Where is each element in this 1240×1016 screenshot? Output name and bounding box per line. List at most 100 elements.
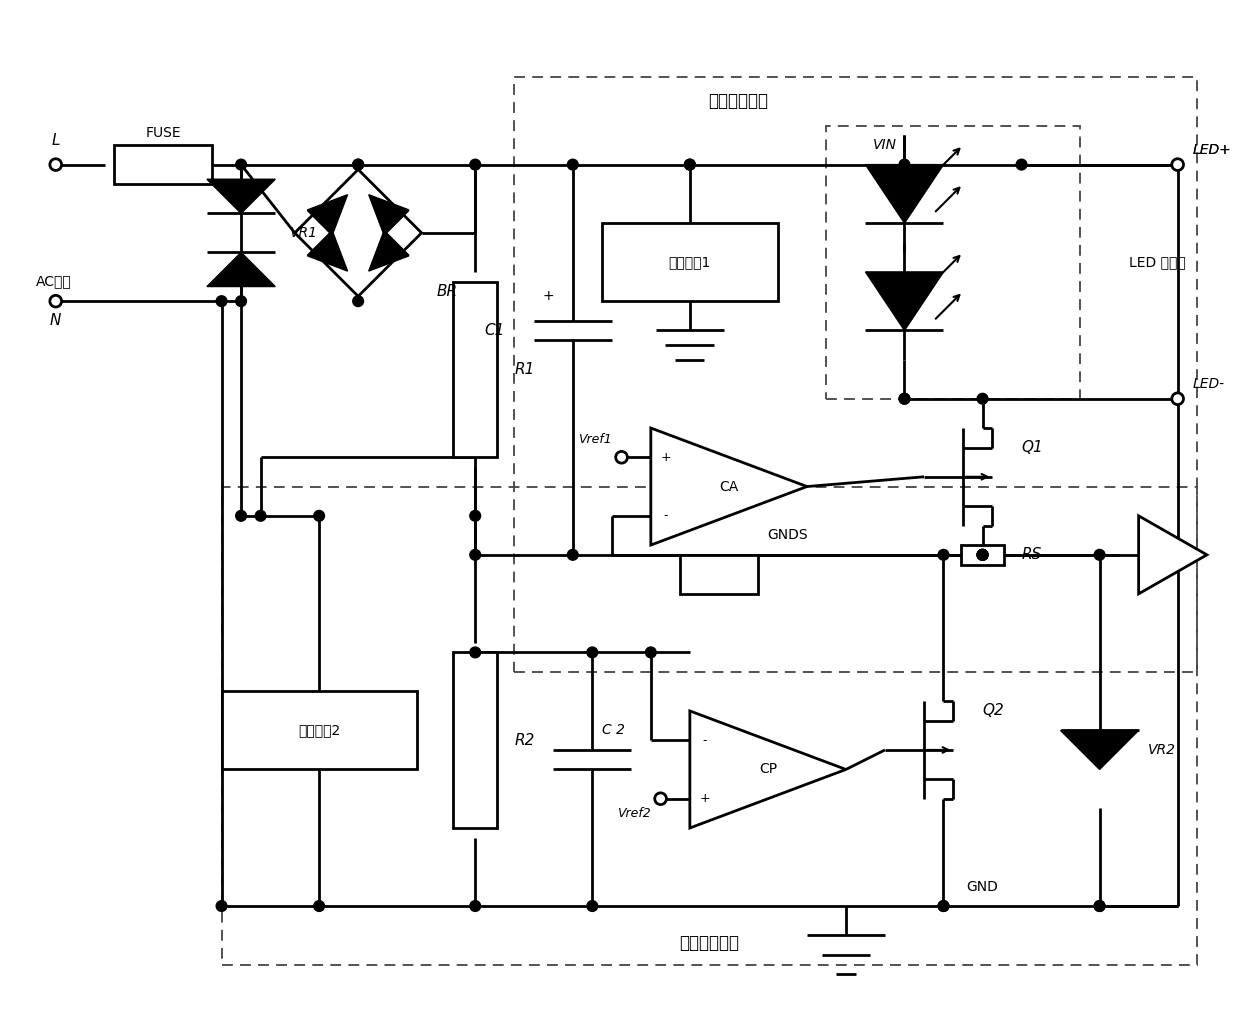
Text: L: L <box>52 133 60 147</box>
Polygon shape <box>368 195 409 235</box>
Circle shape <box>236 160 247 170</box>
Polygon shape <box>308 231 347 271</box>
Circle shape <box>1094 900 1105 911</box>
Circle shape <box>1094 550 1105 560</box>
Circle shape <box>470 510 481 521</box>
Circle shape <box>50 158 62 171</box>
Text: LED 芯片组: LED 芯片组 <box>1128 255 1185 269</box>
Polygon shape <box>1060 731 1138 769</box>
Text: LED+: LED+ <box>1193 143 1231 156</box>
Circle shape <box>684 160 696 170</box>
Circle shape <box>899 393 910 404</box>
Text: N: N <box>50 313 62 328</box>
Text: RS: RS <box>1022 548 1042 562</box>
Circle shape <box>470 900 481 911</box>
Circle shape <box>353 296 363 307</box>
Polygon shape <box>368 231 409 271</box>
Circle shape <box>655 792 666 805</box>
Text: R2: R2 <box>515 733 534 748</box>
Circle shape <box>899 160 910 170</box>
Text: R1: R1 <box>515 362 534 377</box>
Circle shape <box>977 550 988 560</box>
Polygon shape <box>308 195 347 235</box>
Text: -: - <box>663 509 667 522</box>
Circle shape <box>939 900 949 911</box>
Circle shape <box>470 647 481 657</box>
Bar <box>961 545 1004 565</box>
Circle shape <box>1094 900 1105 911</box>
Text: +: + <box>543 290 554 304</box>
Circle shape <box>216 296 227 307</box>
Circle shape <box>1172 158 1183 171</box>
Text: C1: C1 <box>484 323 505 338</box>
Circle shape <box>353 160 363 170</box>
Circle shape <box>939 900 949 911</box>
Bar <box>222 487 1197 964</box>
Text: 恒流控制电路: 恒流控制电路 <box>708 92 769 110</box>
Circle shape <box>470 160 481 170</box>
Circle shape <box>616 451 627 463</box>
Text: CA: CA <box>719 480 739 494</box>
Circle shape <box>1172 393 1183 404</box>
Text: VIN: VIN <box>873 138 897 152</box>
Circle shape <box>899 393 910 404</box>
Circle shape <box>470 550 481 560</box>
Bar <box>454 281 497 457</box>
Polygon shape <box>651 428 807 545</box>
Circle shape <box>236 296 247 307</box>
Text: C 2: C 2 <box>603 723 625 738</box>
Bar <box>826 126 1080 398</box>
Circle shape <box>255 510 265 521</box>
Circle shape <box>587 900 598 911</box>
Circle shape <box>568 160 578 170</box>
Bar <box>603 224 777 301</box>
Text: FUSE: FUSE <box>145 126 181 140</box>
Text: VR2: VR2 <box>1148 743 1177 757</box>
Polygon shape <box>866 165 944 224</box>
Circle shape <box>977 393 988 404</box>
Text: BR: BR <box>436 283 458 299</box>
Circle shape <box>314 510 325 521</box>
Circle shape <box>568 550 578 560</box>
Text: AC输入: AC输入 <box>36 274 72 289</box>
Polygon shape <box>1138 516 1207 593</box>
Circle shape <box>977 550 988 560</box>
Text: +: + <box>699 792 709 806</box>
Polygon shape <box>207 252 275 287</box>
Circle shape <box>50 296 62 307</box>
Text: CP: CP <box>759 762 777 776</box>
Circle shape <box>216 900 227 911</box>
Bar <box>515 77 1197 672</box>
Circle shape <box>977 550 988 560</box>
Text: Vref2: Vref2 <box>618 807 651 820</box>
Circle shape <box>646 647 656 657</box>
Circle shape <box>1016 160 1027 170</box>
Text: +: + <box>660 451 671 463</box>
Text: Vref1: Vref1 <box>578 433 611 446</box>
Polygon shape <box>689 711 846 828</box>
Text: LED+: LED+ <box>1193 143 1231 156</box>
Text: Q2: Q2 <box>982 703 1004 718</box>
Circle shape <box>587 647 598 657</box>
Text: GNDS: GNDS <box>768 528 807 543</box>
Bar <box>680 555 758 593</box>
Circle shape <box>314 900 325 911</box>
Text: 偏置电路1: 偏置电路1 <box>668 255 711 269</box>
Bar <box>114 145 212 184</box>
Bar <box>454 652 497 828</box>
Text: GND: GND <box>967 880 998 893</box>
Circle shape <box>939 550 949 560</box>
Text: 过压关断电路: 过压关断电路 <box>680 934 739 952</box>
Text: LED-: LED- <box>1193 377 1224 391</box>
Circle shape <box>684 160 696 170</box>
Circle shape <box>236 510 247 521</box>
Text: VR1: VR1 <box>290 226 317 240</box>
Bar <box>222 692 417 769</box>
Polygon shape <box>207 179 275 213</box>
Text: 偏置电路2: 偏置电路2 <box>298 723 340 738</box>
Circle shape <box>977 550 988 560</box>
Polygon shape <box>866 272 944 330</box>
Text: -: - <box>702 734 707 747</box>
Text: Q1: Q1 <box>1022 440 1043 455</box>
Circle shape <box>353 160 363 170</box>
